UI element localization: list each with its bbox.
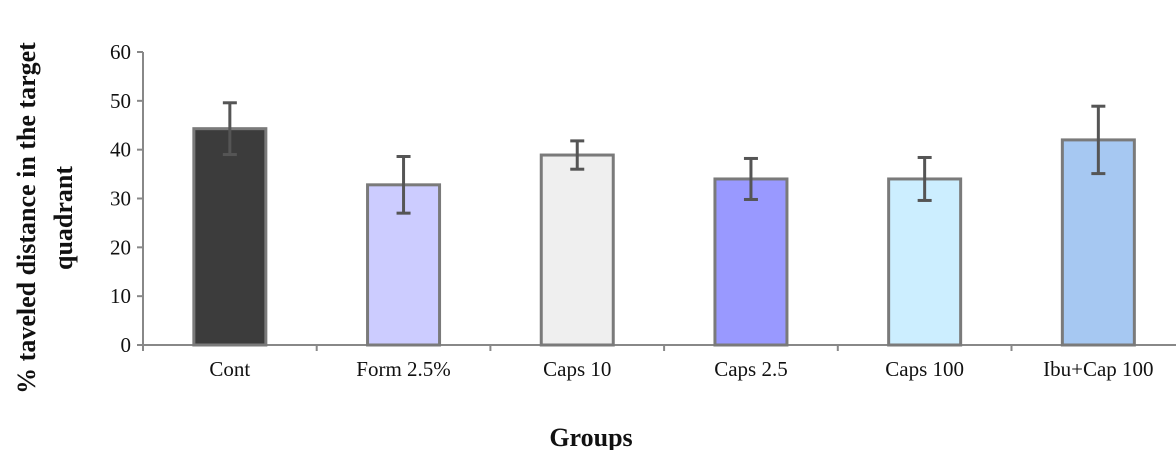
plot-area: 0 10 20 30 40 50 60 Cont Form 2.5% Caps 10 Caps 2.… (110, 40, 1176, 381)
y-tick-label: 0 (121, 333, 132, 357)
bar (192, 127, 268, 347)
y-tick-label: 40 (110, 138, 131, 162)
y-tick-label: 60 (110, 40, 131, 64)
bar (887, 177, 963, 347)
y-tick-label: 10 (110, 284, 131, 308)
x-category-label: Caps 2.5 (714, 357, 788, 381)
x-category-label: Caps 10 (543, 357, 611, 381)
y-axis-title-line-2: quadrant (49, 166, 78, 270)
y-tick-label: 30 (110, 187, 131, 211)
x-category-label: Ibu+Cap 100 (1043, 357, 1153, 381)
x-category-label: Cont (209, 357, 250, 381)
bar (539, 153, 615, 347)
y-axis-title: % taveled distance in the target quadran… (12, 42, 78, 394)
y-axis-title-line-1: % taveled distance in the target (12, 42, 41, 394)
x-axis-title: Groups (549, 423, 632, 450)
bar (713, 177, 789, 347)
y-tick-label: 50 (110, 89, 131, 113)
x-category-label: Caps 100 (885, 357, 964, 381)
x-category-label: Form 2.5% (356, 357, 451, 381)
y-tick-label: 20 (110, 235, 131, 259)
